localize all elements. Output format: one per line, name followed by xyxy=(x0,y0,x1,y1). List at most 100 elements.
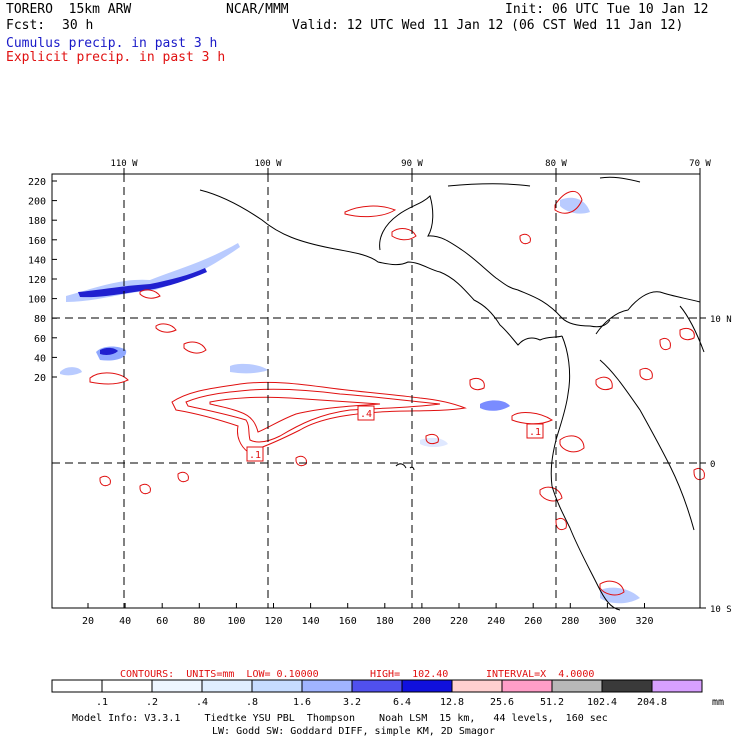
cumulus-blob-7 xyxy=(600,587,640,604)
contour-value-labels: .1 .4 .1 xyxy=(246,405,544,462)
andes-interior xyxy=(599,359,695,531)
valid-time: Valid: 12 UTC Wed 11 Jan 12 (06 CST Wed … xyxy=(292,18,684,33)
x-tick-label: 220 xyxy=(450,616,468,627)
contour-cell-21 xyxy=(425,433,439,445)
y-tick-label: 80 xyxy=(34,314,46,325)
colorbar-label: 6.4 xyxy=(393,697,411,708)
contour-cell-3 xyxy=(391,228,417,241)
init-time: Init: 06 UTC Tue 10 Jan 12 xyxy=(505,2,709,17)
contour-cell-4 xyxy=(554,190,583,214)
cumulus-blob-8 xyxy=(420,437,448,447)
galapagos-islands xyxy=(395,463,415,471)
contour-label-1: .1 xyxy=(249,450,261,461)
x-tick-label: 160 xyxy=(339,616,357,627)
contour-label-3: .1 xyxy=(529,427,541,438)
latitude-label: 10 N xyxy=(710,315,732,325)
contours-units: CONTOURS: UNITS=mm LOW= 0.10000 xyxy=(120,669,319,680)
x-tick-label: 200 xyxy=(413,616,431,627)
colorbar-swatch xyxy=(551,679,603,693)
contour-cell-7 xyxy=(155,323,177,333)
cumulus-blob-6 xyxy=(560,197,590,214)
colorbar-swatch xyxy=(651,679,703,693)
latitude-label: 10 S xyxy=(710,605,732,615)
venezuela-coast xyxy=(679,305,705,353)
explicit-precip-title: Explicit precip. in past 3 h xyxy=(6,50,226,65)
cuba-coast xyxy=(447,183,531,187)
hispaniola-coast xyxy=(599,176,641,183)
longitude-label: 80 W xyxy=(545,159,567,169)
contour-cell-8 xyxy=(139,289,161,299)
coastlines xyxy=(199,176,705,611)
colorbar-label: .8 xyxy=(246,697,258,708)
y-tick-label: 220 xyxy=(28,177,46,188)
y-tick-label: 180 xyxy=(28,216,46,227)
x-tick-label: 40 xyxy=(119,616,131,627)
contour-cell-2 xyxy=(344,205,397,218)
contour-cell-12 xyxy=(599,580,625,596)
explicit-precip-contours xyxy=(89,190,705,596)
y-axis-ticks: 220 200 180 160 140 120 100 80 60 40 20 xyxy=(28,177,57,384)
x-tick-label: 240 xyxy=(487,616,505,627)
graticule xyxy=(52,174,700,608)
contour-cell-22 xyxy=(555,517,567,531)
itcz-band-mid xyxy=(185,388,441,443)
x-tick-label: 120 xyxy=(264,616,282,627)
x-tick-label: 100 xyxy=(227,616,245,627)
y-tick-label: 20 xyxy=(34,373,46,384)
longitude-label: 90 W xyxy=(401,159,423,169)
latitude-labels: 10 N 0 10 S xyxy=(700,315,732,615)
colorbar-swatch xyxy=(501,679,553,693)
contour-cell-14 xyxy=(139,483,151,495)
colorbar-label: 12.8 xyxy=(440,697,464,708)
itcz-band-outer xyxy=(171,381,467,453)
cumulus-band-dark xyxy=(78,268,207,298)
longitude-label: 70 W xyxy=(689,159,711,169)
precip-colorbar: .1.2.4.8 1.6 3.2 6.4 12.8 25.6 51.2 102.4 204.8 … xyxy=(51,679,724,708)
colorbar-swatch xyxy=(51,679,103,693)
colorbar-label: 51.2 xyxy=(540,697,564,708)
itcz-band-inner xyxy=(209,396,381,433)
physics-info: LW: Godd SW: Goddard DIFF, simple KM, 2D… xyxy=(212,726,495,737)
model-info: Model Info: V3.3.1 Tiedtke YSU PBL Thomp… xyxy=(72,713,608,724)
y-tick-label: 100 xyxy=(28,295,46,306)
x-tick-label: 60 xyxy=(156,616,168,627)
colorbar-swatch xyxy=(251,679,303,693)
colorbar-swatch xyxy=(351,679,403,693)
x-tick-label: 140 xyxy=(302,616,320,627)
contour-cell-10 xyxy=(595,376,613,391)
colorbar-swatch xyxy=(401,679,453,693)
colorbar-swatch xyxy=(151,679,203,693)
contour-cell-16 xyxy=(295,455,307,467)
x-axis-ticks: 20 40 60 80 100 120 140 160 180 200 220 240 260 280 30… xyxy=(82,603,654,627)
yucatan-caribbean-coast xyxy=(379,195,611,328)
latitude-label: 0 xyxy=(710,460,715,470)
contour-cell-24 xyxy=(693,467,705,481)
colorbar-label: .1 xyxy=(96,697,108,708)
cumulus-blob-2 xyxy=(100,347,118,355)
cumulus-blob-3 xyxy=(60,367,82,376)
colorbar-unit: mm xyxy=(712,697,724,708)
map-frame xyxy=(51,173,701,609)
colorbar-swatch xyxy=(451,679,503,693)
x-tick-label: 300 xyxy=(598,616,616,627)
colorbar-label: .4 xyxy=(196,697,208,708)
contour-cell-15 xyxy=(177,471,189,483)
colorbar-label: 3.2 xyxy=(343,697,361,708)
y-tick-label: 200 xyxy=(28,197,46,208)
colorbar-swatch xyxy=(101,679,153,693)
mexico-central-america-coast xyxy=(199,189,563,346)
contour-cell-19 xyxy=(679,327,695,341)
org-name: NCAR/MMM xyxy=(226,2,289,17)
cumulus-precip-areas xyxy=(60,197,640,604)
colorbar-label: 25.6 xyxy=(490,697,514,708)
cumulus-blob-4 xyxy=(230,363,268,374)
colorbar-swatch xyxy=(601,679,653,693)
colorbar-label: .2 xyxy=(146,697,158,708)
y-tick-label: 160 xyxy=(28,236,46,247)
contour-cell-18 xyxy=(639,367,653,381)
colorbar-swatch xyxy=(301,679,353,693)
contour-cell-23 xyxy=(659,337,671,351)
x-tick-label: 80 xyxy=(193,616,205,627)
colorbar-swatch xyxy=(201,679,253,693)
